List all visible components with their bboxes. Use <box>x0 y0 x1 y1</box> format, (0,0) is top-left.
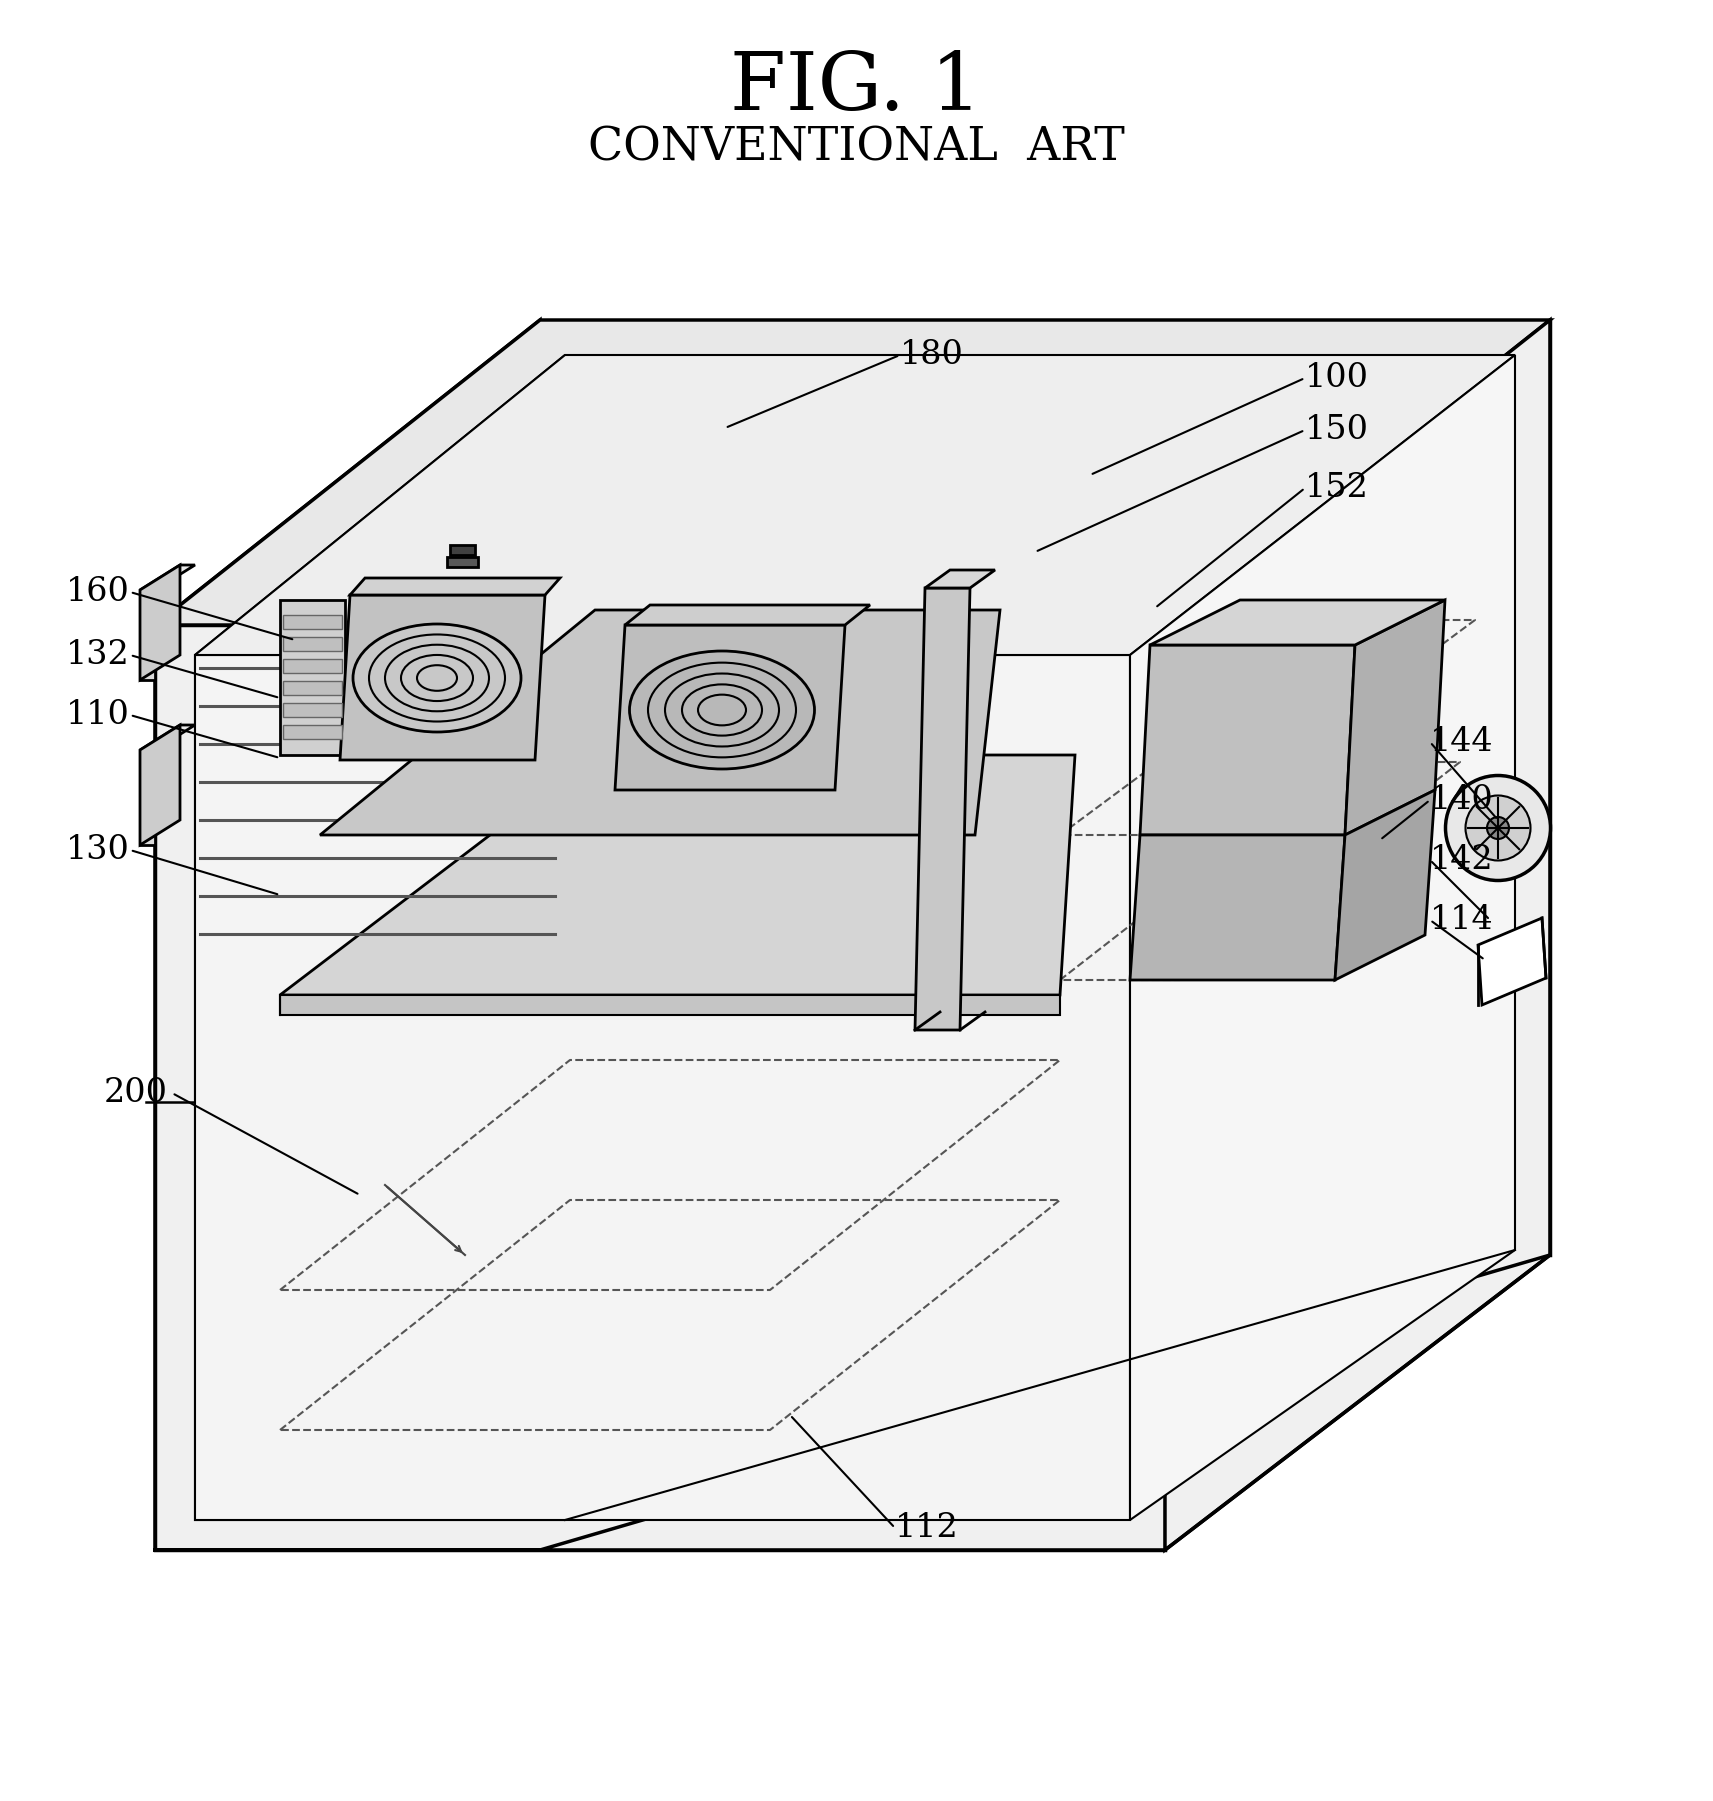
Polygon shape <box>154 321 1550 625</box>
Text: 110: 110 <box>67 699 130 731</box>
Polygon shape <box>279 994 1060 1016</box>
Text: 180: 180 <box>899 339 964 371</box>
Ellipse shape <box>629 650 814 769</box>
Polygon shape <box>195 355 565 1520</box>
Text: FIG. 1: FIG. 1 <box>730 49 982 128</box>
Polygon shape <box>1131 355 1514 1520</box>
Polygon shape <box>195 656 1131 1520</box>
Text: 130: 130 <box>67 834 130 866</box>
Polygon shape <box>140 749 154 845</box>
Text: 150: 150 <box>1305 414 1369 447</box>
Polygon shape <box>1165 321 1550 1551</box>
Polygon shape <box>140 566 180 681</box>
Polygon shape <box>195 355 1514 656</box>
Polygon shape <box>140 726 195 749</box>
Polygon shape <box>1131 836 1345 980</box>
Polygon shape <box>283 681 343 695</box>
Text: 200: 200 <box>104 1077 168 1109</box>
Text: 144: 144 <box>1430 726 1494 758</box>
Polygon shape <box>915 587 970 1030</box>
Ellipse shape <box>1446 776 1550 881</box>
Polygon shape <box>1345 600 1446 836</box>
Text: 100: 100 <box>1305 362 1369 394</box>
Polygon shape <box>279 755 1076 994</box>
Polygon shape <box>447 557 478 567</box>
Polygon shape <box>1149 600 1446 645</box>
Text: 152: 152 <box>1305 472 1369 504</box>
Polygon shape <box>154 625 1165 1551</box>
Ellipse shape <box>1466 796 1530 861</box>
Polygon shape <box>283 638 343 650</box>
Polygon shape <box>154 321 540 1551</box>
Ellipse shape <box>353 623 521 731</box>
Polygon shape <box>140 726 180 845</box>
Text: 160: 160 <box>67 576 130 609</box>
Text: 142: 142 <box>1430 845 1494 875</box>
Polygon shape <box>1139 645 1355 836</box>
Polygon shape <box>283 614 343 629</box>
Polygon shape <box>283 726 343 738</box>
Polygon shape <box>615 625 845 791</box>
Text: CONVENTIONAL  ART: CONVENTIONAL ART <box>588 126 1124 171</box>
Polygon shape <box>339 594 545 760</box>
Text: 114: 114 <box>1430 904 1494 937</box>
Polygon shape <box>349 578 560 594</box>
Polygon shape <box>140 566 195 591</box>
Text: 140: 140 <box>1430 783 1494 816</box>
Polygon shape <box>279 600 344 755</box>
Text: 112: 112 <box>894 1513 959 1543</box>
Polygon shape <box>1478 919 1547 1005</box>
Polygon shape <box>283 702 343 717</box>
Text: 132: 132 <box>67 639 130 672</box>
Polygon shape <box>451 546 475 555</box>
Polygon shape <box>283 659 343 674</box>
Polygon shape <box>320 611 1000 836</box>
Polygon shape <box>140 591 154 681</box>
Ellipse shape <box>1487 818 1509 839</box>
Polygon shape <box>1334 791 1435 980</box>
Polygon shape <box>625 605 870 625</box>
Polygon shape <box>925 569 995 587</box>
